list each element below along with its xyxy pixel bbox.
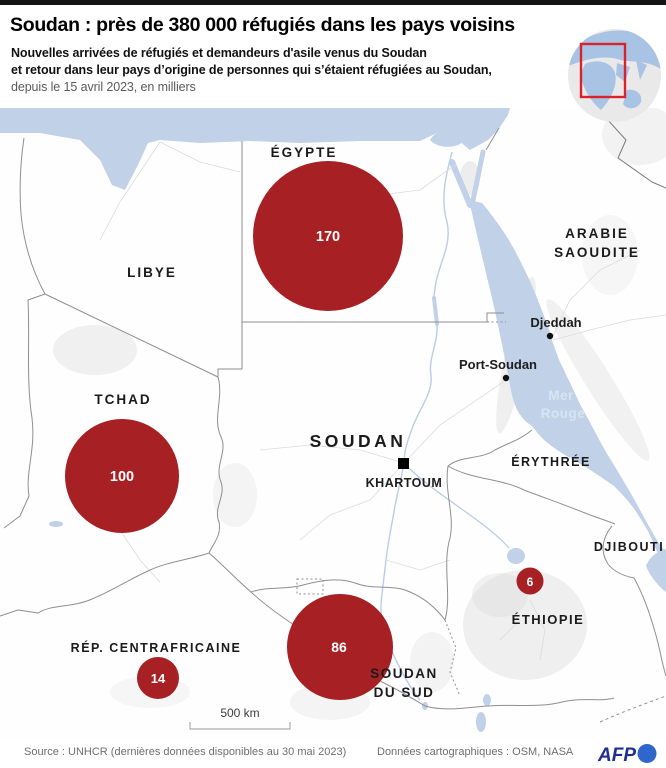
border-jordan-saudi xyxy=(596,107,666,189)
label-eritrea: ÉRYTHRÉE xyxy=(511,454,591,469)
border-sudan-southsudan xyxy=(250,579,446,621)
border-chad-car xyxy=(0,552,210,617)
afp-logo-text: AFP xyxy=(597,745,636,766)
port-soudan-dot xyxy=(502,374,510,382)
bubble-chad xyxy=(65,419,179,533)
label-libya: LIBYE xyxy=(127,265,177,280)
lake-small-1 xyxy=(483,694,491,706)
border-libya-chad xyxy=(44,293,219,378)
label-saudi-line1: ARABIE xyxy=(565,226,629,241)
scale-label: 500 km xyxy=(220,706,259,720)
afp-logo-globe xyxy=(637,744,657,763)
border-israel-egypt xyxy=(485,127,500,151)
border-libya-west xyxy=(19,137,46,295)
khartoum-label: KHARTOUM xyxy=(366,476,443,490)
border-car-southsudan xyxy=(208,552,615,710)
red-sea xyxy=(469,200,666,590)
bubble-ethiopia xyxy=(516,567,544,595)
border-southsudan-ethiopia-dotted xyxy=(444,619,461,697)
bubble-egypt xyxy=(253,161,403,311)
scale-bar: 500 km xyxy=(189,706,291,730)
scale-bracket xyxy=(189,722,291,730)
label-djibouti: DJIBOUTI xyxy=(594,540,664,554)
top-black-bar xyxy=(0,0,666,5)
nile-delta xyxy=(430,130,464,147)
border-ethiopia-somalia xyxy=(633,577,666,677)
country-labels: ÉGYPTE LIBYE TCHAD SOUDAN ARABIE SAOUDIT… xyxy=(71,145,664,700)
lake-small-2 xyxy=(476,712,486,732)
cities: Djeddah Port-Soudan KHARTOUM xyxy=(366,315,582,490)
bubble-chad-value: 100 xyxy=(110,469,134,485)
border-libya-egypt xyxy=(217,141,243,377)
border-dashed-southeast xyxy=(599,695,666,723)
mediterranean-sea xyxy=(0,108,510,190)
page-title: Soudan : près de 380 000 réfugiés dans l… xyxy=(10,14,515,36)
port-soudan-label: Port-Soudan xyxy=(459,357,537,372)
red-sea-label: Mer Rouge xyxy=(541,388,586,421)
blue-nile-river xyxy=(403,462,510,549)
border-sudan-eritrea xyxy=(447,429,533,467)
sea-label-line2: Rouge xyxy=(541,406,586,421)
lake-tana xyxy=(507,548,525,564)
border-eritrea-ethiopia xyxy=(447,465,616,525)
label-ethiopia: ÉTHIOPIE xyxy=(512,612,585,627)
bubble-ethiopia-value: 6 xyxy=(527,575,534,589)
border-chad-sudan xyxy=(208,376,224,554)
lake-nasser xyxy=(432,296,439,326)
border-abyei-dotted xyxy=(296,578,324,595)
bubble-car-value: 14 xyxy=(151,671,166,686)
source-credit: Source : UNHCR (dernières données dispon… xyxy=(24,746,347,758)
country-borders xyxy=(0,107,666,723)
sea-label-line1: Mer xyxy=(548,388,574,403)
gulf-of-aden xyxy=(646,549,666,592)
afp-logo: AFP xyxy=(597,744,657,766)
border-chad-west xyxy=(3,293,46,529)
gulf-of-aqaba xyxy=(469,149,486,208)
footer: Source : UNHCR (dernières données dispon… xyxy=(0,738,666,768)
bubble-south-sudan xyxy=(287,594,393,700)
refugee-bubbles: 170 100 86 14 6 xyxy=(65,161,544,700)
lake-chad-area xyxy=(49,521,63,527)
label-sudan: SOUDAN xyxy=(310,431,407,451)
border-djibouti xyxy=(602,525,635,579)
label-south-sudan-line2: DU SUD xyxy=(374,685,435,700)
border-egypt-sudan xyxy=(242,312,504,323)
map-extent-rectangle xyxy=(579,42,627,99)
label-egypt: ÉGYPTE xyxy=(271,145,338,160)
label-car: RÉP. CENTRAFRICAINE xyxy=(71,640,242,655)
bubble-south-sudan-value: 86 xyxy=(331,639,347,655)
bubble-car xyxy=(137,657,179,699)
label-saudi-line2: SAOUDITE xyxy=(554,245,640,260)
subtitle-line-3: depuis le 15 avril 2023, en milliers xyxy=(11,80,196,94)
border-sudan-ethiopia xyxy=(444,465,452,621)
label-south-sudan-line1: SOUDAN xyxy=(370,666,438,681)
header: Soudan : près de 380 000 réfugiés dans l… xyxy=(0,5,666,122)
subtitle-line-2: et retour dans leur pays d’origine de pe… xyxy=(11,63,492,77)
subtitle-line-1: Nouvelles arrivées de réfugiés et demand… xyxy=(11,46,427,60)
map-svg: 170 100 86 14 6 Mer Rouge ÉGYPTE LIBYE T… xyxy=(0,105,666,738)
label-chad: TCHAD xyxy=(94,392,151,407)
bubble-egypt-value: 170 xyxy=(316,229,340,245)
khartoum-marker xyxy=(398,458,409,469)
globe-locator-inset xyxy=(568,29,661,122)
cartography-credit: Données cartographiques : OSM, NASA xyxy=(377,746,574,758)
djeddah-dot xyxy=(546,332,554,340)
gulf-of-suez xyxy=(449,159,473,208)
djeddah-label: Djeddah xyxy=(530,315,581,330)
map-area: 170 100 86 14 6 Mer Rouge ÉGYPTE LIBYE T… xyxy=(0,105,666,738)
